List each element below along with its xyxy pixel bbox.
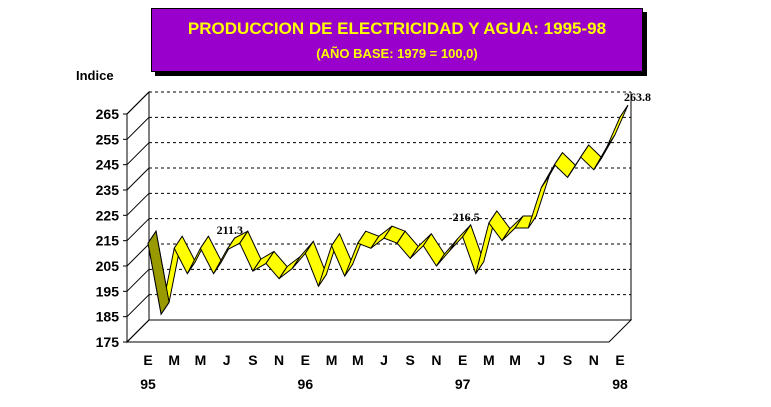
series-segment (357, 230, 380, 249)
series-segment (173, 235, 196, 275)
gridline-side (126, 91, 150, 115)
gridline-side (126, 218, 150, 242)
y-tick-label: 225 (96, 207, 120, 223)
side-wall (126, 90, 150, 344)
x-tick-label: E (458, 352, 467, 368)
x-tick-label: J (380, 352, 388, 368)
y-tick-label: 195 (96, 283, 120, 299)
gridline-side (126, 192, 150, 216)
gridline-side (126, 319, 150, 343)
x-tick-label: N (274, 352, 284, 368)
x-tick-label: S (248, 352, 257, 368)
x-tick-label: S (406, 352, 415, 368)
y-tick-label: 235 (96, 182, 120, 198)
data-label: 216.5 (453, 210, 480, 224)
y-tick-label: 205 (96, 258, 120, 274)
x-tick-label: M (195, 352, 207, 368)
data-label: 211.3 (217, 223, 243, 237)
x-tick-label: N (589, 352, 599, 368)
gridline-side (126, 142, 150, 166)
x-tick-label: E (143, 352, 152, 368)
y-axis-label: Indice (76, 68, 114, 83)
x-tick-label: M (326, 352, 338, 368)
y-tick-label: 255 (96, 131, 120, 147)
x-year-label: 95 (140, 376, 156, 392)
chart-title-box: PRODUCCION DE ELECTRICIDAD Y AGUA: 1995-… (151, 8, 643, 72)
gridline-side (126, 294, 150, 318)
x-tick-label: N (431, 352, 441, 368)
floor-plane (125, 319, 633, 343)
x-tick-label: M (483, 352, 495, 368)
y-tick-label: 215 (96, 233, 120, 249)
series-segment-shade (147, 229, 170, 316)
series-segment (527, 175, 550, 229)
gridline-side (126, 167, 150, 191)
x-year-label: 97 (455, 376, 471, 392)
series-segment (580, 144, 603, 171)
gridline-side (126, 243, 150, 267)
series-segment (606, 104, 629, 148)
y-tick-label: 175 (96, 334, 120, 350)
x-tick-label: E (301, 352, 310, 368)
x-tick-label: J (537, 352, 545, 368)
gridline-side (126, 268, 150, 292)
y-tick-label: 185 (96, 309, 120, 325)
data-label: 263.8 (624, 90, 651, 104)
chart-title: PRODUCCION DE ELECTRICIDAD Y AGUA: 1995-… (187, 19, 607, 38)
x-tick-label: S (563, 352, 572, 368)
chart-subtitle: (AÑO BASE: 1979 = 100,0) (316, 46, 478, 61)
gridline-side (126, 116, 150, 140)
x-year-label: 96 (298, 376, 314, 392)
x-tick-label: M (352, 352, 364, 368)
x-tick-label: M (168, 352, 180, 368)
x-year-label: 98 (612, 376, 628, 392)
x-tick-label: M (509, 352, 521, 368)
y-tick-label: 245 (96, 157, 120, 173)
x-tick-label: E (615, 352, 624, 368)
x-tick-label: J (223, 352, 231, 368)
series-segment (199, 235, 223, 275)
series-segment (553, 151, 577, 179)
y-tick-label: 265 (96, 106, 120, 122)
